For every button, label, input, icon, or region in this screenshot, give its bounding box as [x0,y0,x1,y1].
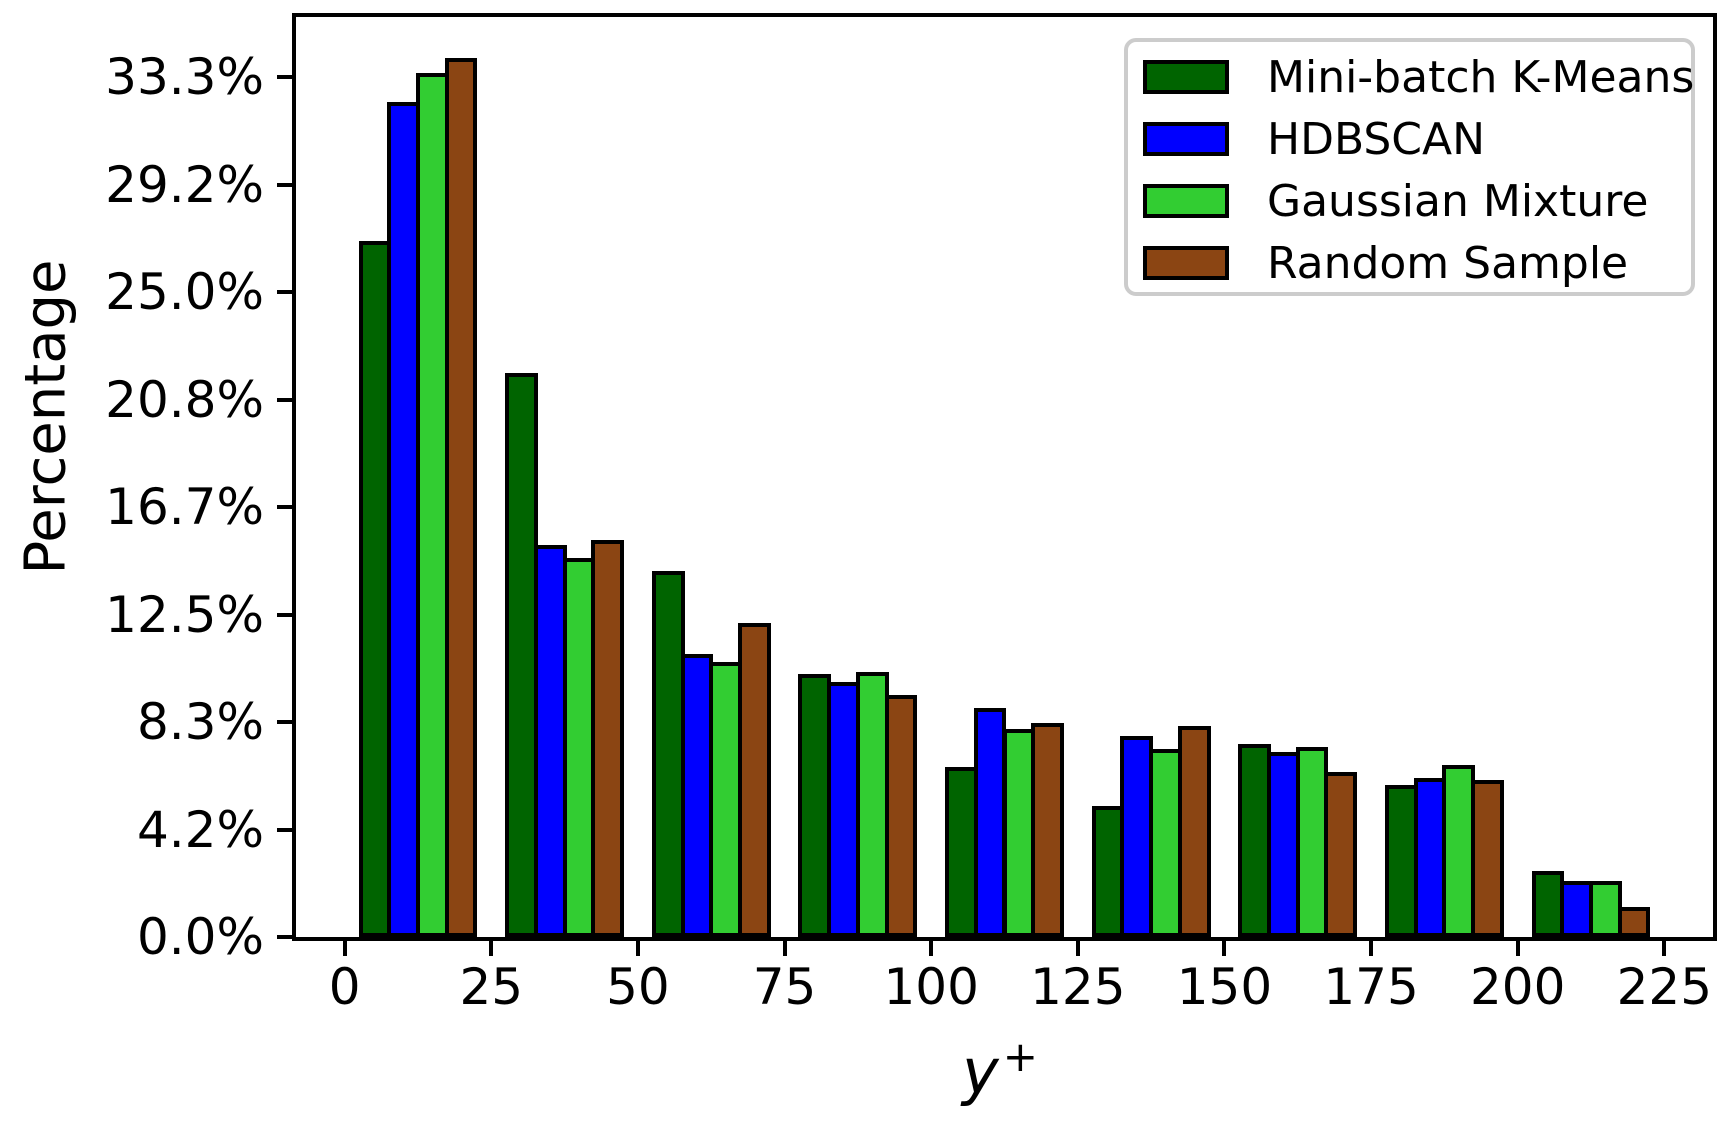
bar-random-sample-bin-8 [1617,906,1651,937]
y-tick-mark [277,935,292,939]
x-axis-label: y+ [962,1032,1038,1108]
bar-random-sample-bin-3 [884,695,918,937]
x-tick-label: 100 [883,958,979,1016]
y-tick-label: 16.7% [105,478,264,536]
bar-mini-batch-k-means-bin-8 [1531,870,1565,937]
y-tick-label: 20.8% [105,370,264,429]
x-tick-label: 125 [1030,958,1126,1016]
legend-swatch-random-sample [1143,246,1229,280]
legend-row: HDBSCAN [1143,108,1691,170]
y-tick-label: 33.3% [105,48,264,107]
legend-swatch-gaussian-mixture [1143,184,1229,218]
bar-random-sample-bin-6 [1324,772,1358,937]
x-tick-mark [1515,941,1520,956]
x-tick-mark [1369,941,1374,956]
x-tick-label: 75 [752,958,817,1016]
y-tick-mark [277,75,292,80]
bar-mini-batch-k-means-bin-6 [1238,744,1271,937]
x-tick-label: 225 [1616,958,1713,1016]
legend-swatch-mini-batch-k-means [1143,60,1229,94]
x-tick-mark [489,941,494,956]
x-tick-mark [1075,941,1080,956]
x-tick-mark [782,941,787,956]
y-tick-label: 0.0% [136,908,264,966]
legend-label-gaussian-mixture: Gaussian Mixture [1267,175,1649,227]
y-axis-label: Percentage [13,259,79,575]
legend-row: Gaussian Mixture [1143,170,1691,232]
x-axis-label-base: y [962,1034,999,1108]
x-tick-mark [342,941,347,956]
bar-random-sample-bin-0 [444,57,478,937]
y-tick-mark [277,612,292,617]
bar-random-sample-bin-4 [1031,723,1064,937]
legend-label-random-sample: Random Sample [1267,237,1629,289]
x-tick-mark [929,941,934,956]
y-tick-label: 29.2% [105,155,264,214]
x-tick-label: 175 [1323,958,1419,1016]
legend-row: Mini-batch K-Means [1143,46,1695,108]
bar-random-sample-bin-7 [1471,780,1504,937]
x-tick-label: 50 [606,958,670,1016]
x-tick-mark [635,941,640,956]
y-tick-mark [277,290,292,295]
x-tick-label: 25 [459,958,524,1016]
bar-gaussian-mixture-bin-8 [1589,880,1622,937]
x-tick-label: 200 [1469,958,1566,1016]
x-tick-label: 0 [328,958,361,1016]
y-tick-label: 8.3% [136,693,264,751]
x-tick-label: 150 [1176,958,1273,1016]
y-tick-label: 25.0% [105,263,264,322]
legend-label-mini-batch-k-means: Mini-batch K-Means [1267,51,1695,103]
bar-random-sample-bin-5 [1177,726,1211,937]
legend-row: Random Sample [1143,232,1691,294]
y-tick-mark [277,827,292,832]
y-tick-mark [277,397,292,402]
y-tick-label: 4.2% [136,800,264,859]
x-tick-mark [1222,941,1227,956]
legend-label-hdbscan: HDBSCAN [1267,113,1486,165]
legend-swatch-hdbscan [1143,122,1229,156]
x-axis-label-superscript: + [1002,1032,1038,1082]
x-tick-mark [1662,941,1667,956]
bar-random-sample-bin-2 [737,622,771,937]
y-tick-mark [277,182,292,187]
bar-random-sample-bin-1 [591,540,625,937]
y-tick-label: 12.5% [105,585,264,644]
y-tick-mark [277,505,292,509]
legend: Mini-batch K-Means HDBSCAN Gaussian Mixt… [1124,38,1695,296]
y-tick-mark [277,720,292,724]
